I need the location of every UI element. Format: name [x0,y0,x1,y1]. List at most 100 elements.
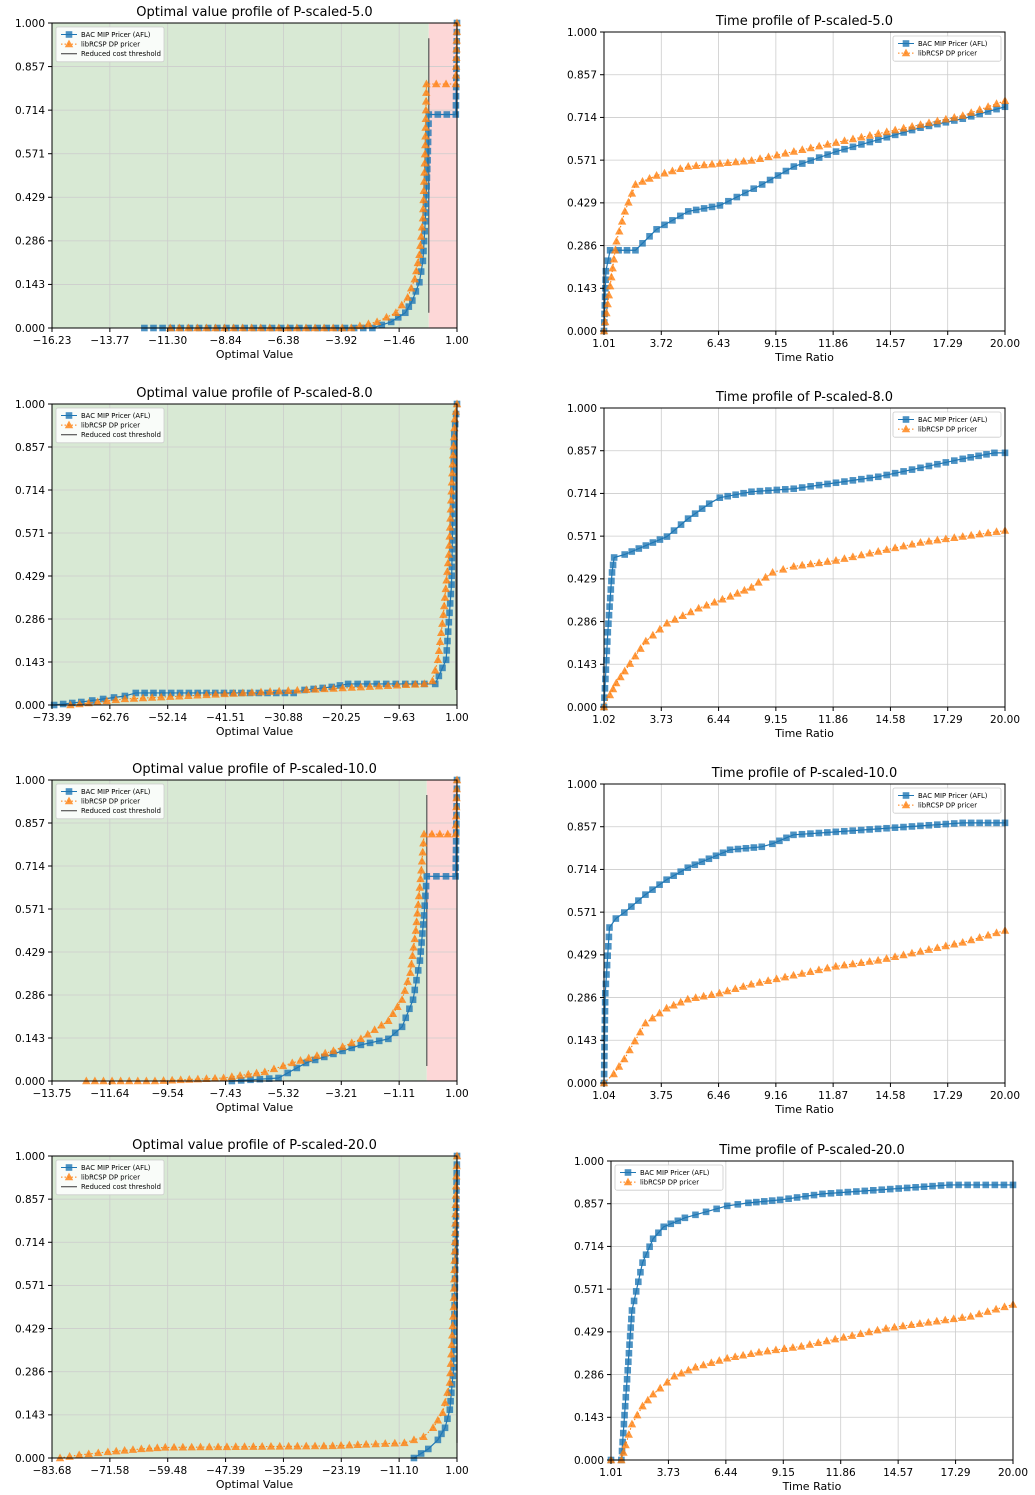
data-marker-lib [202,323,211,332]
data-marker-bac [450,457,458,464]
data-marker-lib [111,695,121,704]
data-marker-lib [738,1350,748,1359]
data-marker-lib [684,1365,693,1374]
data-marker-bac [637,1268,644,1276]
data-marker-lib [669,1000,678,1009]
data-marker-lib [293,1441,302,1450]
data-marker-lib [620,206,630,215]
data-marker-bac [677,868,685,876]
data-marker-lib [814,558,824,567]
data-marker-bac [692,1211,699,1219]
data-marker-lib [683,994,692,1003]
data-marker-lib [907,948,917,957]
data-marker-bac [607,586,615,593]
data-marker-lib [374,681,384,690]
data-marker-lib [184,691,193,699]
data-marker-lib [145,1443,154,1452]
y-tick-label: 0.286 [574,1369,604,1381]
data-marker-bac [167,689,175,697]
data-marker-lib [899,950,908,959]
data-marker-bac [625,1358,632,1366]
data-marker-lib [992,99,1001,107]
data-marker-lib [84,1449,93,1458]
data-marker-lib [755,154,765,162]
x-tick-label: −13.77 [90,335,129,347]
x-tick-label: −3.92 [325,335,357,347]
data-marker-lib [428,676,437,685]
data-marker-lib [451,811,461,820]
data-marker-bac [387,318,395,326]
data-marker-lib [413,908,422,917]
data-marker-bac [719,849,727,857]
x-tick-label: 14.58 [875,714,905,726]
data-marker-lib [949,1314,958,1323]
data-marker-lib [958,532,967,540]
y-tick-label: 0.429 [15,947,45,959]
data-marker-lib [607,272,616,281]
data-marker-bac [841,478,848,485]
data-marker-bac [895,1185,902,1192]
data-marker-lib [831,961,841,970]
data-marker-lib [247,323,256,332]
data-marker-bac [849,827,857,834]
data-marker-lib [924,945,934,953]
data-marker-lib [338,683,347,692]
legend-label-lib: libRCSP DP pricer [918,426,977,434]
x-tick-label: 1.00 [445,335,468,347]
x-tick-label: −8.84 [209,335,241,347]
y-tick-label: 0.714 [15,105,45,117]
data-marker-bac [601,1025,609,1033]
data-marker-lib [933,943,942,952]
data-marker-lib [789,970,798,979]
data-marker-bac [445,618,453,626]
y-tick-label: 0.143 [15,657,45,669]
y-tick-label: 0.286 [567,240,597,252]
data-marker-bac [293,1064,301,1072]
data-marker-bac [418,939,425,946]
data-marker-lib [244,1069,253,1078]
data-marker-bac [663,533,671,540]
data-marker-lib [220,323,229,332]
x-tick-label: 6.46 [707,1090,731,1102]
data-marker-lib [418,847,427,856]
data-marker-bac [765,487,772,494]
chart-5: −13.75 −11.64 −9.54 −7.43 −5.32 −3.21 −1.11 1.0… [15,762,469,1114]
y-tick-label: 0.571 [574,1284,604,1296]
data-marker-bac [920,1183,928,1191]
data-marker-bac [642,1251,650,1258]
data-marker-lib [648,630,658,639]
data-marker-bac [449,528,456,535]
data-marker-bac [344,680,352,688]
data-marker-lib [881,1323,891,1332]
series-markers-lib [66,399,462,709]
data-marker-lib [392,680,402,689]
data-marker-bac [604,628,612,636]
data-marker-lib [410,274,419,283]
data-marker-bac [425,1445,432,1453]
legend-label-bac: BAC MIP Pricer (AFL) [81,31,151,39]
legend-box [55,1159,165,1196]
data-marker-lib [448,468,457,477]
data-marker-bac [416,278,423,286]
data-marker-bac [99,695,107,703]
data-marker-bac [601,990,609,997]
data-marker-lib [448,1330,457,1339]
data-marker-bac [790,831,797,839]
data-marker-lib [686,607,695,616]
data-marker-lib [377,1020,386,1029]
data-marker-bac [691,510,699,517]
legend-label-bac: BAC MIP Pricer (AFL) [81,1164,151,1172]
data-marker-lib [265,323,274,332]
y-tick-label: 0.571 [567,907,597,919]
data-marker-lib [451,829,460,838]
data-marker-bac [606,603,613,610]
data-marker-bac [844,1188,852,1196]
data-marker-bac [601,685,609,692]
data-marker-bac [442,873,450,880]
data-marker-lib [1000,1302,1009,1311]
data-marker-lib [723,1353,732,1362]
legend-box [55,783,165,820]
legend: BAC MIP Pricer (AFL) libRCSP DP pricerRed… [55,783,165,820]
data-marker-lib [222,1442,232,1451]
x-tick-label: 1.00 [445,712,468,724]
